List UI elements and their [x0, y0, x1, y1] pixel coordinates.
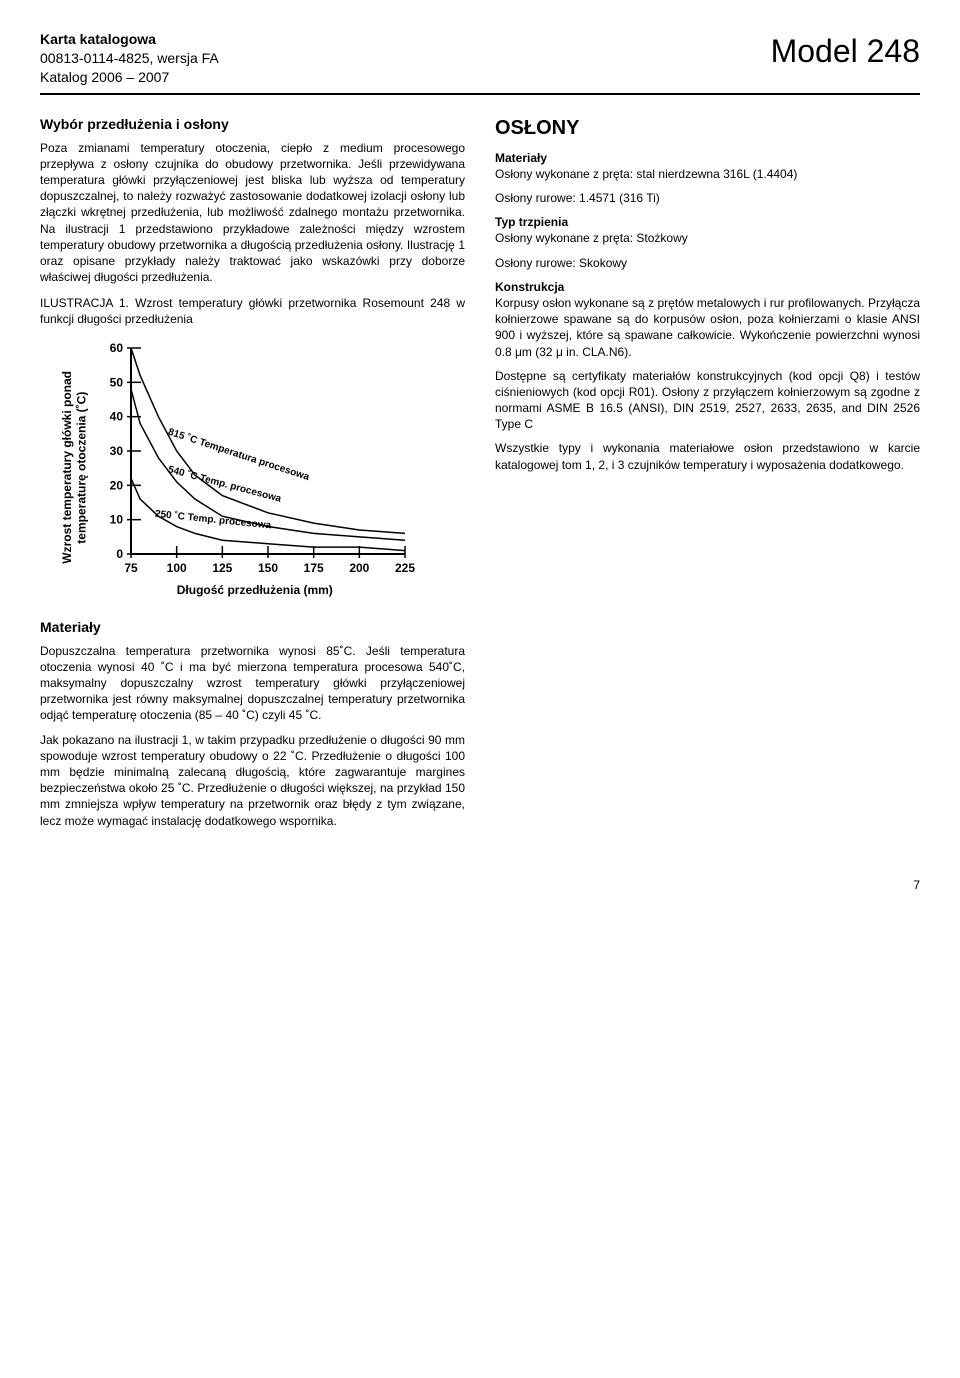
svg-text:20: 20: [109, 478, 123, 492]
svg-text:540 ˚C Temp. procesowa: 540 ˚C Temp. procesowa: [167, 464, 283, 505]
section-wybor-title: Wybór przedłużenia i osłony: [40, 115, 465, 134]
materialy-right-p1: Osłony wykonane z pręta: stal nierdzewna…: [495, 166, 920, 182]
typ-trzpienia-p1: Osłony wykonane z pręta: Stożkowy: [495, 230, 920, 246]
model-label: Model 248: [771, 30, 920, 73]
doc-code: 00813-0114-4825, wersja FA: [40, 49, 219, 68]
chart-ylabel: Wzrost temperatury główki ponad temperat…: [60, 371, 89, 564]
illustration-caption: ILUSTRACJA 1. Wzrost temperatury główki …: [40, 295, 465, 327]
svg-text:40: 40: [109, 409, 123, 423]
chart-container: Wzrost temperatury główki ponad temperat…: [60, 338, 465, 598]
svg-text:60: 60: [109, 341, 123, 355]
typ-trzpienia-title: Typ trzpienia: [495, 214, 920, 230]
svg-text:150: 150: [258, 561, 278, 575]
materialy-right-title: Materiały: [495, 150, 920, 166]
svg-text:10: 10: [109, 512, 123, 526]
materialy-left-p1: Dopuszczalna temperatura przetwornika wy…: [40, 643, 465, 724]
materialy-right-p2: Osłony rurowe: 1.4571 (316 Ti): [495, 190, 920, 206]
section-wybor-body: Poza zmianami temperatury otoczenia, cie…: [40, 140, 465, 286]
svg-text:0: 0: [116, 547, 123, 561]
left-column: Wybór przedłużenia i osłony Poza zmianam…: [40, 115, 465, 837]
svg-text:225: 225: [395, 561, 415, 575]
svg-text:100: 100: [166, 561, 186, 575]
content-columns: Wybór przedłużenia i osłony Poza zmianam…: [40, 115, 920, 837]
svg-text:250 ˚C Temp. procesowa: 250 ˚C Temp. procesowa: [154, 508, 272, 531]
typ-trzpienia-p2: Osłony rurowe: Skokowy: [495, 255, 920, 271]
chart-plot-column: 010203040506075100125150175200225815 ˚C …: [95, 338, 415, 598]
doc-title: Karta katalogowa: [40, 30, 219, 49]
konstrukcja-p2: Dostępne są certyfikaty materiałów konst…: [495, 368, 920, 433]
page-header: Karta katalogowa 00813-0114-4825, wersja…: [40, 30, 920, 95]
konstrukcja-title: Konstrukcja: [495, 279, 920, 295]
ylabel-line1: Wzrost temperatury główki ponad: [60, 371, 74, 564]
materialy-left-p2: Jak pokazano na ilustracji 1, w takim pr…: [40, 732, 465, 829]
chart-xlabel: Długość przedłużenia (mm): [177, 582, 333, 598]
chart-svg: 010203040506075100125150175200225815 ˚C …: [95, 338, 415, 578]
svg-text:175: 175: [303, 561, 323, 575]
konstrukcja-p3: Wszystkie typy i wykonania materiałowe o…: [495, 440, 920, 472]
page-number: 7: [40, 877, 920, 893]
konstrukcja-p1: Korpusy osłon wykonane są z prętów metal…: [495, 295, 920, 360]
doc-catalog: Katalog 2006 – 2007: [40, 68, 219, 87]
svg-text:50: 50: [109, 375, 123, 389]
materialy-left-title: Materiały: [40, 618, 465, 637]
ylabel-line2: temperaturę otoczenia (˚C): [74, 392, 88, 544]
svg-text:75: 75: [124, 561, 138, 575]
svg-text:200: 200: [349, 561, 369, 575]
right-column: OSŁONY Materiały Osłony wykonane z pręta…: [495, 115, 920, 837]
svg-text:125: 125: [212, 561, 232, 575]
svg-text:30: 30: [109, 444, 123, 458]
header-left: Karta katalogowa 00813-0114-4825, wersja…: [40, 30, 219, 87]
oslony-heading: OSŁONY: [495, 115, 920, 142]
